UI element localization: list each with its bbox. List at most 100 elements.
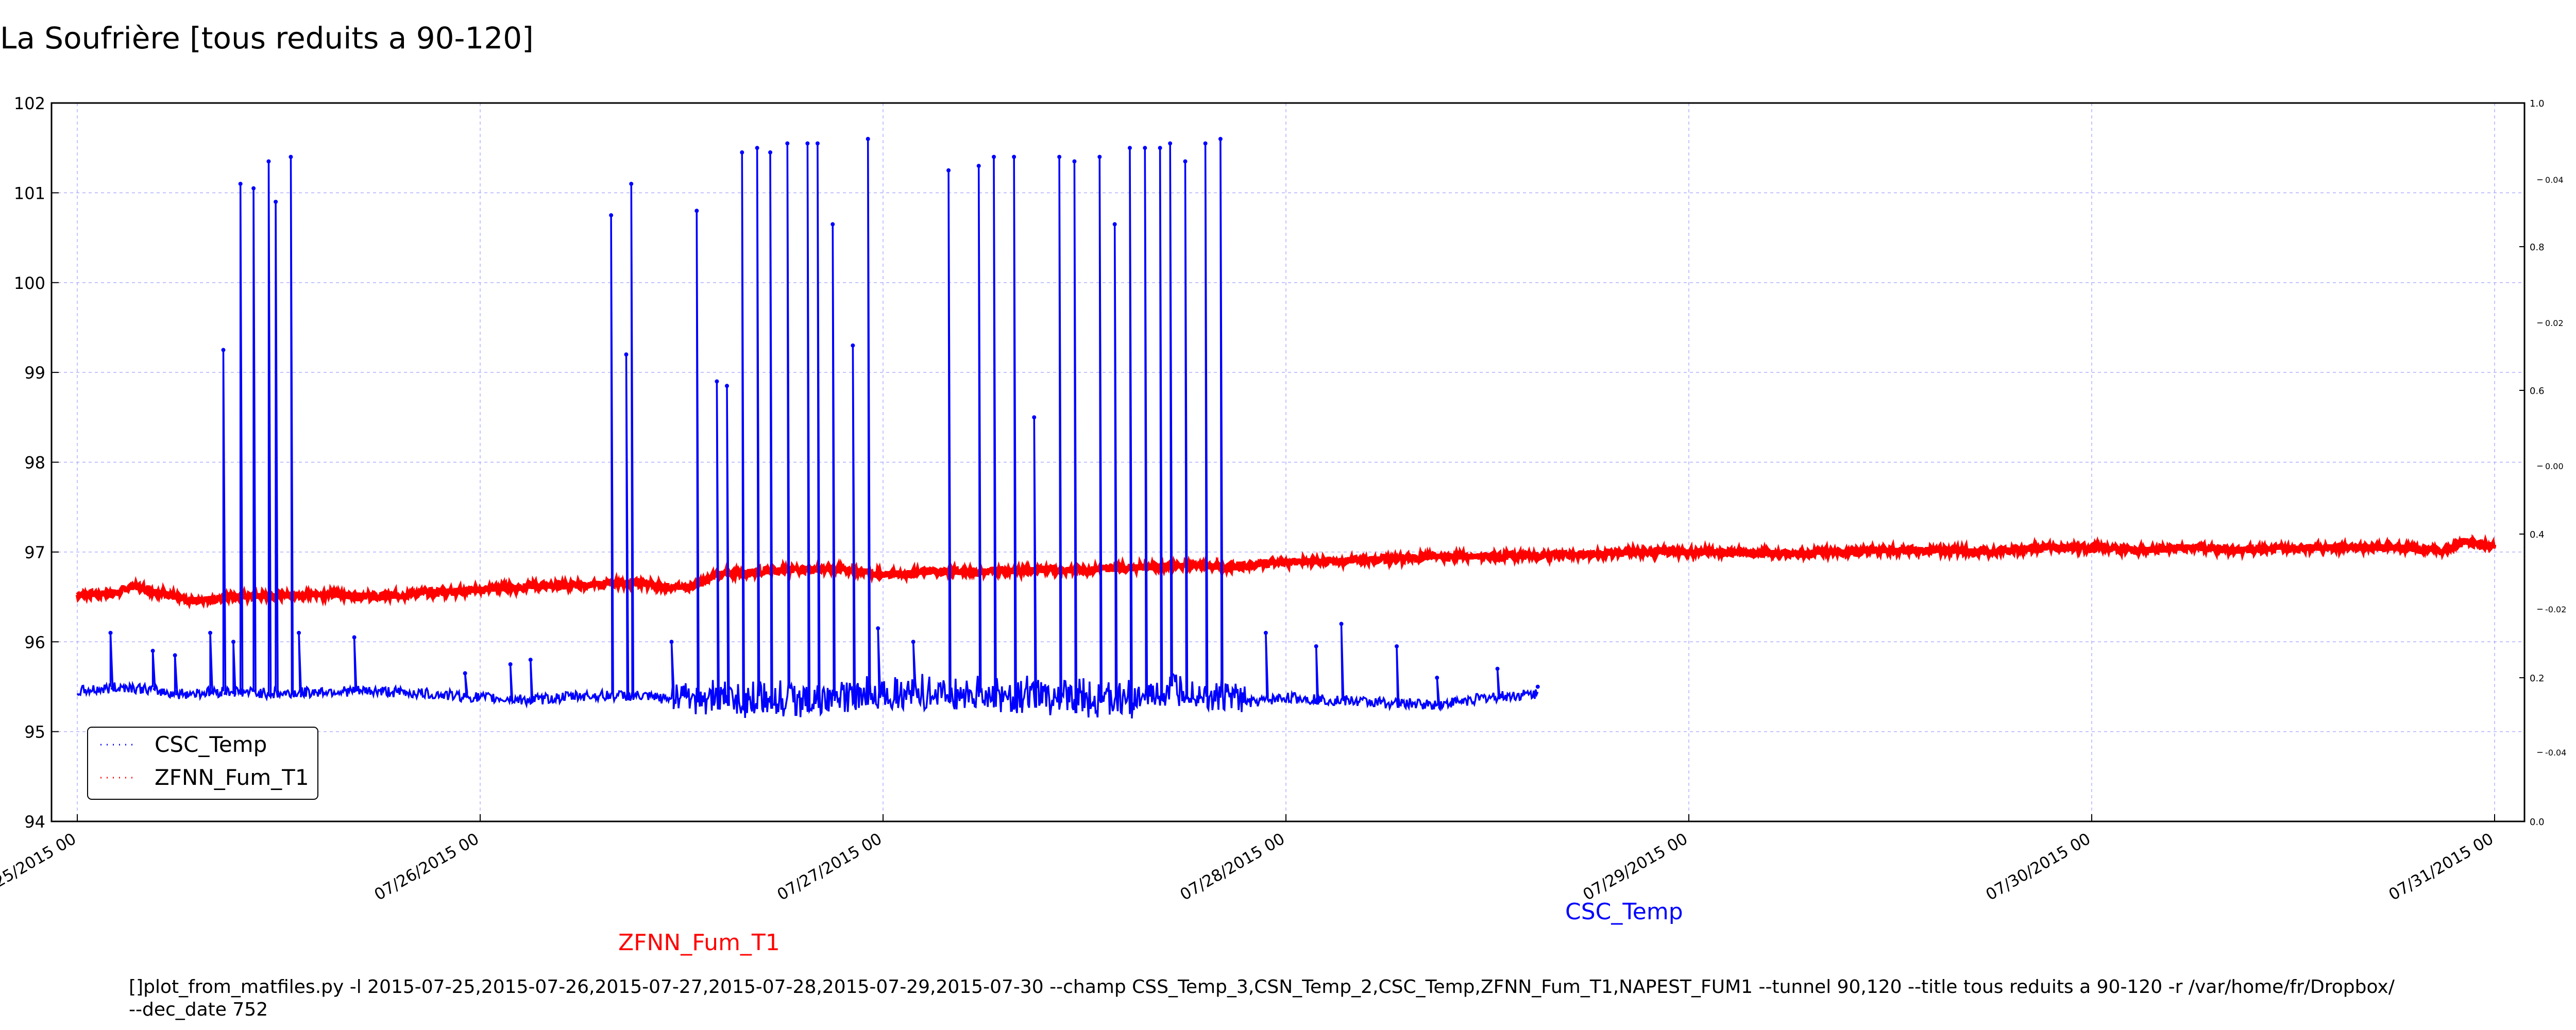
data-point-csc-temp bbox=[108, 630, 113, 635]
data-point-csc-temp bbox=[624, 352, 629, 357]
x-tick-label: 07/27/2015 00 bbox=[774, 830, 885, 904]
data-point-csc-temp bbox=[992, 154, 996, 159]
data-point-csc-temp bbox=[946, 168, 951, 173]
inner-tick-label: 0.00 bbox=[2545, 461, 2564, 471]
data-point-csc-temp bbox=[1263, 630, 1268, 635]
grid bbox=[52, 103, 2524, 821]
x-tick-label: 07/25/2015 00 bbox=[0, 830, 79, 904]
data-point-csc-temp bbox=[352, 635, 357, 640]
data-point-csc-temp bbox=[1435, 676, 1439, 680]
data-point-csc-temp bbox=[1012, 154, 1016, 159]
data-point-csc-temp bbox=[831, 222, 835, 227]
bottom-label-csc-temp: CSC_Temp bbox=[1565, 899, 1683, 925]
right-tick-label: 1.0 bbox=[2530, 98, 2545, 109]
data-point-csc-temp bbox=[1183, 159, 1188, 164]
command-line-text: []plot_from_matfiles.py -l 2015-07-25,20… bbox=[129, 976, 2395, 1020]
series-line-zfnn-fum-t1 bbox=[75, 534, 2497, 610]
data-point-csc-temp bbox=[231, 640, 236, 644]
data-point-csc-temp bbox=[289, 154, 293, 159]
data-point-csc-temp bbox=[1314, 644, 1318, 648]
data-point-csc-temp bbox=[1127, 146, 1132, 150]
data-point-csc-temp bbox=[463, 671, 467, 676]
right-axis: 1.0 0.8 0.6 0.4 0.2 0.0 0.04 0.02 0.00 -0.02 -0.04 bbox=[2519, 98, 2566, 828]
data-point-csc-temp bbox=[911, 640, 916, 644]
data-point-csc-temp bbox=[740, 150, 744, 154]
data-point-csc-temp bbox=[208, 630, 213, 635]
series-csc-temp bbox=[76, 136, 1540, 719]
right-tick-label: 0.4 bbox=[2530, 529, 2545, 540]
data-point-csc-temp bbox=[669, 640, 674, 644]
series-line-csc-temp bbox=[76, 139, 1539, 719]
data-point-csc-temp bbox=[1072, 159, 1077, 164]
data-point-csc-temp bbox=[715, 379, 719, 384]
data-point-csc-temp bbox=[238, 181, 243, 186]
y-tick-label: 100 bbox=[14, 273, 45, 293]
data-point-csc-temp bbox=[1203, 141, 1208, 146]
right-tick-label: 0.6 bbox=[2530, 386, 2545, 397]
data-point-csc-temp bbox=[755, 146, 759, 150]
data-point-csc-temp bbox=[1495, 666, 1500, 671]
data-point-csc-temp bbox=[629, 181, 634, 186]
legend-box bbox=[87, 727, 318, 800]
x-tick-label: 07/26/2015 00 bbox=[371, 830, 482, 904]
data-point-csc-temp bbox=[528, 658, 533, 662]
right-tick-label: 0.8 bbox=[2530, 242, 2545, 253]
data-point-csc-temp bbox=[851, 343, 855, 348]
data-point-csc-temp bbox=[1535, 684, 1540, 689]
right-tick-label: 0.2 bbox=[2530, 673, 2545, 684]
y-tick-label: 99 bbox=[24, 363, 45, 383]
x-tick-label: 07/29/2015 00 bbox=[1580, 830, 1691, 904]
legend: CSC_Temp ZFNN_Fum_T1 bbox=[87, 727, 318, 800]
data-point-csc-temp bbox=[815, 141, 820, 146]
data-point-csc-temp bbox=[297, 630, 301, 635]
inner-tick-label: -0.04 bbox=[2545, 748, 2566, 758]
data-point-csc-temp bbox=[251, 186, 256, 191]
data-point-csc-temp bbox=[1158, 146, 1162, 150]
data-point-csc-temp bbox=[266, 159, 271, 164]
x-tick-label: 07/31/2015 00 bbox=[2386, 830, 2497, 904]
data-point-csc-temp bbox=[1339, 622, 1344, 626]
y-tick-label: 97 bbox=[24, 543, 45, 562]
x-axis: 07/25/2015 00 07/26/2015 00 07/27/2015 00 0… bbox=[0, 814, 2497, 904]
x-tick-label: 07/28/2015 00 bbox=[1177, 830, 1288, 904]
data-point-csc-temp bbox=[724, 384, 729, 388]
right-tick-label: 0.0 bbox=[2530, 817, 2545, 828]
y-axis: 94 95 96 97 98 99 100 101 102 bbox=[14, 94, 59, 832]
series-zfnn-fum-t1 bbox=[75, 534, 2497, 610]
data-point-csc-temp bbox=[805, 141, 810, 146]
bottom-label-zfnn-fum-t1: ZFNN_Fum_T1 bbox=[618, 930, 780, 956]
y-tick-label: 101 bbox=[14, 183, 45, 203]
x-tick-label: 07/30/2015 00 bbox=[1983, 830, 2094, 904]
chart-title: La Soufrière [tous reduits a 90-120] bbox=[0, 21, 534, 56]
inner-tick-label: 0.04 bbox=[2545, 175, 2564, 185]
data-point-csc-temp bbox=[150, 648, 155, 653]
data-point-csc-temp bbox=[866, 136, 870, 141]
data-point-csc-temp bbox=[1395, 644, 1399, 648]
data-point-csc-temp bbox=[609, 213, 614, 217]
y-tick-label: 95 bbox=[24, 723, 45, 742]
data-point-csc-temp bbox=[785, 141, 790, 146]
data-point-csc-temp bbox=[694, 209, 699, 213]
inner-tick-label: -0.02 bbox=[2545, 605, 2566, 614]
y-tick-label: 98 bbox=[24, 453, 45, 473]
legend-label-zfnn-fum-t1: ZFNN_Fum_T1 bbox=[155, 765, 309, 790]
chart: 94 95 96 97 98 99 100 101 102 07/25/2015 00 07/26… bbox=[0, 94, 2566, 904]
data-point-csc-temp bbox=[976, 164, 981, 168]
data-point-csc-temp bbox=[173, 653, 177, 658]
data-point-csc-temp bbox=[508, 662, 513, 666]
inner-tick-label: 0.02 bbox=[2545, 318, 2564, 328]
data-point-csc-temp bbox=[1218, 136, 1223, 141]
data-point-csc-temp bbox=[1097, 154, 1102, 159]
data-point-csc-temp bbox=[1057, 154, 1062, 159]
y-tick-label: 102 bbox=[14, 94, 45, 113]
data-point-csc-temp bbox=[1112, 222, 1117, 227]
data-point-csc-temp bbox=[274, 199, 278, 204]
data-point-csc-temp bbox=[221, 348, 226, 352]
data-point-csc-temp bbox=[1168, 141, 1173, 146]
data-point-csc-temp bbox=[1032, 415, 1037, 420]
y-tick-label: 94 bbox=[24, 812, 45, 832]
y-tick-label: 96 bbox=[24, 632, 45, 652]
data-point-csc-temp bbox=[768, 150, 773, 154]
data-point-csc-temp bbox=[876, 626, 880, 631]
data-point-csc-temp bbox=[1143, 146, 1147, 150]
